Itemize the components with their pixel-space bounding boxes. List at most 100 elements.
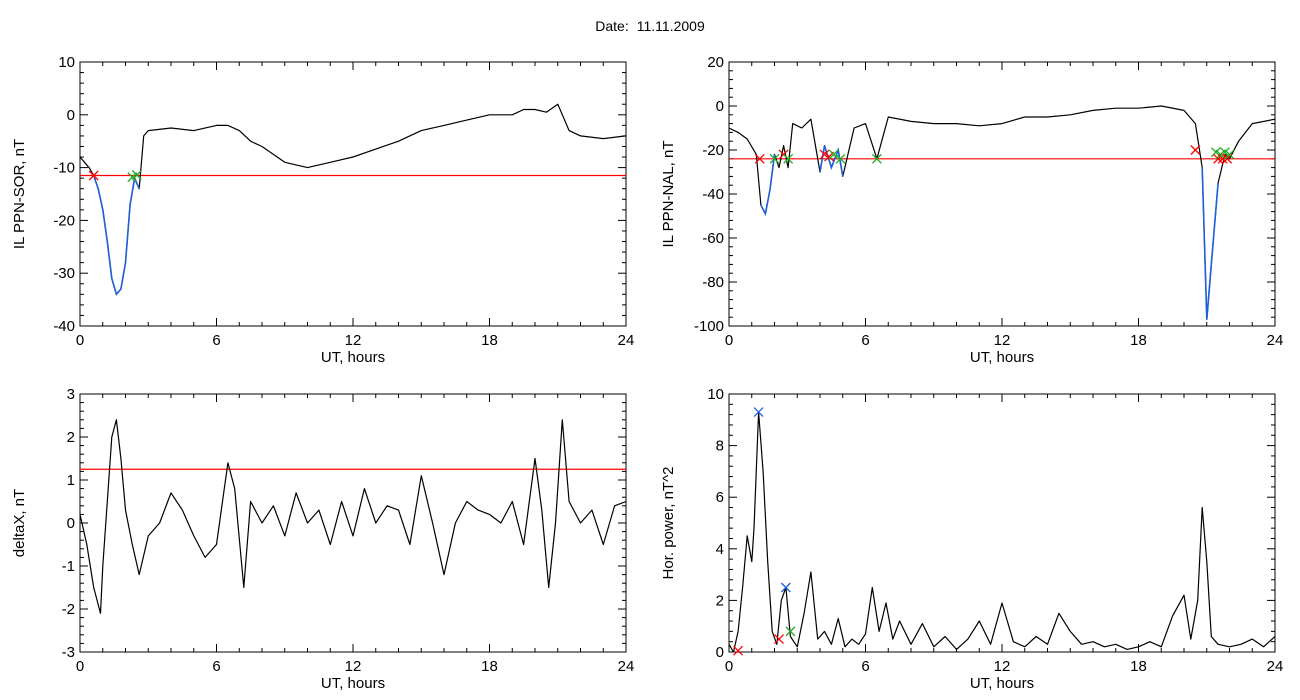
marker-stroke	[774, 634, 785, 645]
marker-stroke	[783, 153, 794, 164]
marker-green	[785, 626, 796, 637]
x-axis-title: UT, hours	[321, 349, 385, 366]
x-tick-label: 24	[618, 332, 635, 349]
y-axis-title: IL PPN-SOR, nT	[11, 139, 28, 249]
y-tick-label: -10	[53, 160, 75, 177]
series-line-highlight	[760, 154, 776, 217]
marker-green	[783, 153, 794, 164]
x-tick-label: 18	[481, 658, 498, 675]
marker-stroke	[131, 170, 142, 180]
y-tick-label: -60	[702, 230, 724, 247]
x-axis-title: UT, hours	[321, 675, 385, 692]
marker-green	[1224, 149, 1235, 160]
marker-stroke	[88, 170, 99, 181]
x-tick-label: 24	[618, 658, 635, 675]
x-tick-label: 12	[345, 332, 362, 349]
x-tick-label: 18	[1130, 332, 1147, 349]
y-tick-label: -40	[53, 318, 75, 335]
y-tick-label: -100	[694, 318, 724, 335]
x-tick-label: 0	[725, 658, 733, 675]
x-axis-title: UT, hours	[970, 349, 1034, 366]
marker-red	[1217, 153, 1228, 164]
x-tick-label: 6	[861, 332, 869, 349]
marker-green	[131, 170, 142, 180]
marker-stroke	[1210, 147, 1221, 158]
plot-frame	[728, 61, 1276, 327]
date-value: 11.11.2009	[636, 18, 705, 34]
x-tick-label: 18	[481, 332, 498, 349]
y-tick-label: 3	[67, 386, 75, 403]
x-tick-label: 18	[1130, 658, 1147, 675]
plot-frame	[79, 61, 627, 327]
x-tick-label: 6	[212, 332, 220, 349]
marker-red	[754, 153, 765, 164]
marker-stroke	[835, 153, 846, 164]
chart-panel-deltax: 0 6 12 18 24 3 2 1 0 -1 -2 -3 UT, hours deltaX, nT	[11, 386, 634, 692]
y-tick-label: -30	[53, 265, 75, 282]
x-tick-label: 12	[994, 658, 1011, 675]
marker-stroke	[1190, 145, 1201, 155]
marker-stroke	[780, 582, 791, 593]
series-line-highlight	[819, 145, 844, 177]
y-tick-label: -40	[702, 186, 724, 203]
series-line-signal	[729, 411, 1275, 652]
y-tick-label: -2	[62, 601, 75, 618]
marker-red	[1190, 145, 1201, 155]
marker-blue	[753, 407, 764, 418]
marker-stroke	[1219, 147, 1230, 158]
marker-green	[828, 149, 839, 160]
plot-frame	[79, 393, 627, 653]
marker-stroke	[871, 153, 882, 164]
y-axis-title: Hor. power, nT^2	[660, 467, 677, 580]
y-tick-label: -20	[702, 142, 724, 159]
series-line-signal	[80, 103, 626, 295]
series-line-signal	[729, 105, 1275, 320]
marker-red	[774, 634, 785, 645]
marker-blue	[780, 582, 791, 593]
marker-stroke	[769, 153, 780, 164]
y-tick-label: 8	[716, 438, 724, 455]
marker-stroke	[785, 626, 796, 637]
y-tick-label: 2	[716, 592, 724, 609]
marker-green	[871, 153, 882, 164]
marker-stroke	[1224, 149, 1235, 160]
chart-panel-power: 0 6 12 18 24 10 8 6 4 2 0 UT, hours Hor. power, nT^2	[660, 386, 1283, 692]
marker-green	[769, 153, 780, 164]
y-tick-label: 0	[67, 515, 75, 532]
y-tick-label: -20	[53, 212, 75, 229]
marker-stroke	[1217, 153, 1228, 164]
x-tick-label: 0	[76, 658, 84, 675]
x-tick-label: 0	[725, 332, 733, 349]
x-tick-label: 12	[994, 332, 1011, 349]
y-tick-label: 0	[716, 98, 724, 115]
y-tick-label: 0	[67, 107, 75, 124]
series-line-highlight	[1201, 167, 1219, 320]
x-axis-title: UT, hours	[970, 675, 1034, 692]
chart-panel-nal: 0 6 12 18 24 20 0 -20 -40 -60 -80 -100 UT, hours IL P…	[660, 54, 1283, 366]
marker-red	[88, 170, 99, 181]
page-title: Date: 11.11.2009	[0, 18, 1300, 34]
x-tick-label: 24	[1267, 332, 1284, 349]
marker-red	[733, 645, 744, 656]
marker-stroke	[828, 149, 839, 160]
y-tick-label: -3	[62, 644, 75, 661]
marker-stroke	[819, 149, 830, 160]
y-tick-label: -1	[62, 558, 75, 575]
series-line-highlight	[92, 175, 140, 296]
y-tick-label: 20	[707, 54, 724, 71]
y-axis-title: IL PPN-NAL, nT	[660, 141, 677, 248]
marker-stroke	[754, 153, 765, 164]
y-tick-label: 0	[716, 644, 724, 661]
x-tick-label: 6	[212, 658, 220, 675]
series-line-signal	[80, 419, 626, 614]
marker-stroke	[753, 407, 764, 418]
y-tick-label: 10	[707, 386, 724, 403]
x-tick-label: 24	[1267, 658, 1284, 675]
marker-green	[835, 153, 846, 164]
y-tick-label: 6	[716, 489, 724, 506]
y-tick-label: 10	[58, 54, 75, 71]
x-tick-label: 12	[345, 658, 362, 675]
y-tick-label: 4	[716, 541, 724, 558]
plot-frame	[728, 393, 1276, 653]
